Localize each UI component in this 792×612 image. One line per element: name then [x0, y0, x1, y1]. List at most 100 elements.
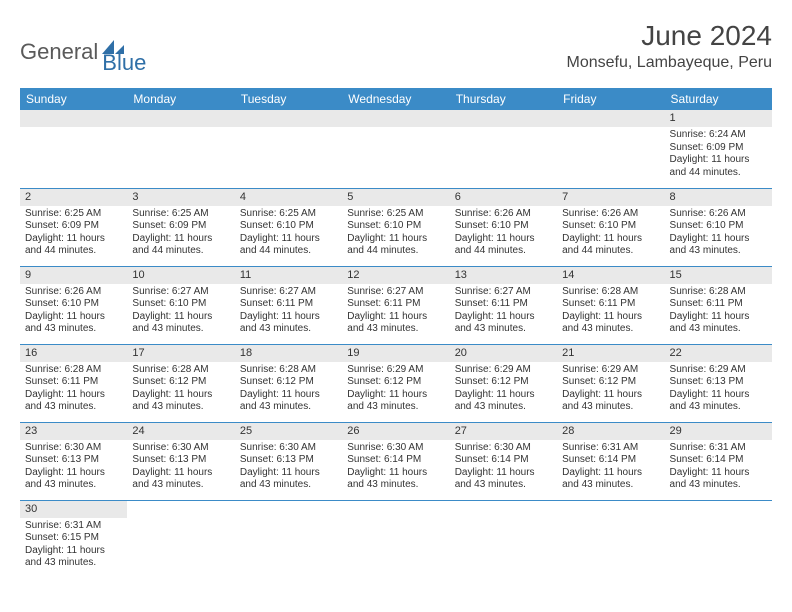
day-info: Sunrise: 6:24 AMSunset: 6:09 PMDaylight:… [665, 127, 772, 182]
day-info: Sunrise: 6:30 AMSunset: 6:13 PMDaylight:… [127, 440, 234, 495]
day-cell [235, 500, 342, 578]
day-number: 24 [127, 423, 234, 440]
sunrise-line: Sunrise: 6:30 AM [240, 442, 337, 455]
day-number: 22 [665, 345, 772, 362]
day-cell: 8Sunrise: 6:26 AMSunset: 6:10 PMDaylight… [665, 188, 772, 266]
daylight-line: Daylight: 11 hours and 43 minutes. [25, 467, 122, 492]
day-number: 11 [235, 267, 342, 284]
sunrise-line: Sunrise: 6:27 AM [347, 286, 444, 299]
daylight-line: Daylight: 11 hours and 43 minutes. [25, 311, 122, 336]
day-info: Sunrise: 6:31 AMSunset: 6:14 PMDaylight:… [665, 440, 772, 495]
daylight-line: Daylight: 11 hours and 43 minutes. [347, 311, 444, 336]
daylight-line: Daylight: 11 hours and 44 minutes. [562, 233, 659, 258]
sunset-line: Sunset: 6:12 PM [347, 376, 444, 389]
sunrise-line: Sunrise: 6:30 AM [25, 442, 122, 455]
day-info: Sunrise: 6:30 AMSunset: 6:14 PMDaylight:… [450, 440, 557, 495]
sunset-line: Sunset: 6:11 PM [670, 298, 767, 311]
week-row: 30Sunrise: 6:31 AMSunset: 6:15 PMDayligh… [20, 500, 772, 578]
sunrise-line: Sunrise: 6:28 AM [562, 286, 659, 299]
daylight-line: Daylight: 11 hours and 43 minutes. [562, 467, 659, 492]
sunrise-line: Sunrise: 6:31 AM [670, 442, 767, 455]
day-number: 25 [235, 423, 342, 440]
sunset-line: Sunset: 6:10 PM [562, 220, 659, 233]
sunset-line: Sunset: 6:14 PM [347, 454, 444, 467]
sunset-line: Sunset: 6:13 PM [670, 376, 767, 389]
sunset-line: Sunset: 6:14 PM [562, 454, 659, 467]
sunrise-line: Sunrise: 6:25 AM [25, 208, 122, 221]
logo-text-general: General [20, 39, 98, 65]
sunrise-line: Sunrise: 6:25 AM [132, 208, 229, 221]
sunset-line: Sunset: 6:09 PM [670, 142, 767, 155]
day-number-bar-empty [127, 110, 234, 127]
day-number: 5 [342, 189, 449, 206]
day-number: 1 [665, 110, 772, 127]
day-cell: 2Sunrise: 6:25 AMSunset: 6:09 PMDaylight… [20, 188, 127, 266]
day-cell: 23Sunrise: 6:30 AMSunset: 6:13 PMDayligh… [20, 422, 127, 500]
day-number: 10 [127, 267, 234, 284]
day-number: 27 [450, 423, 557, 440]
sunset-line: Sunset: 6:09 PM [132, 220, 229, 233]
day-cell: 9Sunrise: 6:26 AMSunset: 6:10 PMDaylight… [20, 266, 127, 344]
day-number-bar-empty [342, 110, 449, 127]
day-number: 2 [20, 189, 127, 206]
day-cell [235, 110, 342, 188]
day-info: Sunrise: 6:28 AMSunset: 6:12 PMDaylight:… [127, 362, 234, 417]
day-cell: 27Sunrise: 6:30 AMSunset: 6:14 PMDayligh… [450, 422, 557, 500]
sunrise-line: Sunrise: 6:31 AM [25, 520, 122, 533]
day-number: 20 [450, 345, 557, 362]
logo-text-blue: Blue [102, 50, 146, 76]
day-info: Sunrise: 6:27 AMSunset: 6:11 PMDaylight:… [342, 284, 449, 339]
weekday-header: Saturday [665, 88, 772, 110]
day-number: 26 [342, 423, 449, 440]
day-number: 16 [20, 345, 127, 362]
day-number: 23 [20, 423, 127, 440]
sunset-line: Sunset: 6:10 PM [240, 220, 337, 233]
sunset-line: Sunset: 6:13 PM [240, 454, 337, 467]
daylight-line: Daylight: 11 hours and 43 minutes. [25, 545, 122, 570]
sunset-line: Sunset: 6:11 PM [25, 376, 122, 389]
day-cell: 20Sunrise: 6:29 AMSunset: 6:12 PMDayligh… [450, 344, 557, 422]
day-info: Sunrise: 6:28 AMSunset: 6:11 PMDaylight:… [20, 362, 127, 417]
daylight-line: Daylight: 11 hours and 43 minutes. [240, 311, 337, 336]
day-number: 21 [557, 345, 664, 362]
day-info: Sunrise: 6:31 AMSunset: 6:15 PMDaylight:… [20, 518, 127, 573]
day-cell: 13Sunrise: 6:27 AMSunset: 6:11 PMDayligh… [450, 266, 557, 344]
day-cell: 19Sunrise: 6:29 AMSunset: 6:12 PMDayligh… [342, 344, 449, 422]
sunset-line: Sunset: 6:11 PM [347, 298, 444, 311]
day-cell: 6Sunrise: 6:26 AMSunset: 6:10 PMDaylight… [450, 188, 557, 266]
day-number: 13 [450, 267, 557, 284]
sunrise-line: Sunrise: 6:27 AM [240, 286, 337, 299]
sunset-line: Sunset: 6:14 PM [455, 454, 552, 467]
day-cell [342, 110, 449, 188]
sunset-line: Sunset: 6:10 PM [25, 298, 122, 311]
weekday-header: Monday [127, 88, 234, 110]
sunset-line: Sunset: 6:11 PM [240, 298, 337, 311]
day-info: Sunrise: 6:30 AMSunset: 6:13 PMDaylight:… [20, 440, 127, 495]
sunset-line: Sunset: 6:10 PM [132, 298, 229, 311]
sunset-line: Sunset: 6:11 PM [562, 298, 659, 311]
daylight-line: Daylight: 11 hours and 43 minutes. [670, 233, 767, 258]
sunset-line: Sunset: 6:10 PM [347, 220, 444, 233]
day-info: Sunrise: 6:26 AMSunset: 6:10 PMDaylight:… [450, 206, 557, 261]
day-info: Sunrise: 6:29 AMSunset: 6:12 PMDaylight:… [450, 362, 557, 417]
week-row: 2Sunrise: 6:25 AMSunset: 6:09 PMDaylight… [20, 188, 772, 266]
daylight-line: Daylight: 11 hours and 44 minutes. [670, 154, 767, 179]
sunrise-line: Sunrise: 6:29 AM [455, 364, 552, 377]
day-cell: 24Sunrise: 6:30 AMSunset: 6:13 PMDayligh… [127, 422, 234, 500]
sunrise-line: Sunrise: 6:25 AM [240, 208, 337, 221]
sunset-line: Sunset: 6:14 PM [670, 454, 767, 467]
day-info: Sunrise: 6:25 AMSunset: 6:09 PMDaylight:… [127, 206, 234, 261]
day-cell: 1Sunrise: 6:24 AMSunset: 6:09 PMDaylight… [665, 110, 772, 188]
sunset-line: Sunset: 6:13 PM [25, 454, 122, 467]
day-number-bar-empty [450, 110, 557, 127]
week-row: 9Sunrise: 6:26 AMSunset: 6:10 PMDaylight… [20, 266, 772, 344]
sunset-line: Sunset: 6:12 PM [562, 376, 659, 389]
daylight-line: Daylight: 11 hours and 43 minutes. [240, 389, 337, 414]
sunrise-line: Sunrise: 6:25 AM [347, 208, 444, 221]
sunrise-line: Sunrise: 6:24 AM [670, 129, 767, 142]
day-number: 7 [557, 189, 664, 206]
title-block: June 2024 Monsefu, Lambayeque, Peru [567, 20, 772, 72]
week-row: 16Sunrise: 6:28 AMSunset: 6:11 PMDayligh… [20, 344, 772, 422]
location: Monsefu, Lambayeque, Peru [567, 54, 772, 72]
sunrise-line: Sunrise: 6:26 AM [25, 286, 122, 299]
